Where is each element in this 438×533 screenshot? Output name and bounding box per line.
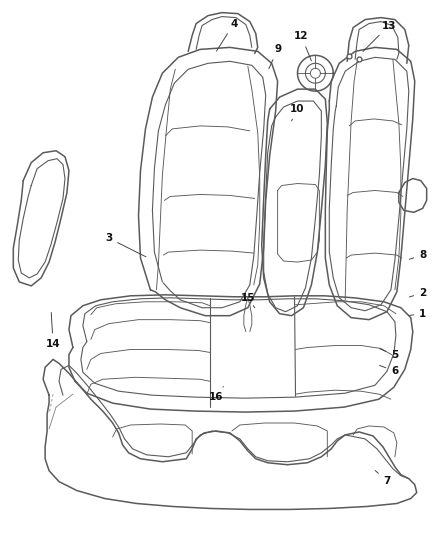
Text: 2: 2 — [410, 288, 426, 298]
Text: 12: 12 — [294, 31, 311, 61]
Text: 13: 13 — [363, 21, 396, 51]
Text: 7: 7 — [375, 471, 391, 486]
Text: 4: 4 — [216, 19, 237, 51]
Text: 8: 8 — [410, 250, 426, 260]
Text: 15: 15 — [240, 293, 255, 308]
Text: 14: 14 — [46, 312, 60, 349]
Text: 5: 5 — [380, 349, 399, 360]
Text: 1: 1 — [410, 309, 426, 319]
Text: 16: 16 — [209, 386, 223, 402]
Text: 6: 6 — [380, 366, 399, 376]
Text: 3: 3 — [105, 233, 146, 257]
Text: 10: 10 — [290, 104, 305, 121]
Text: 9: 9 — [269, 44, 281, 69]
